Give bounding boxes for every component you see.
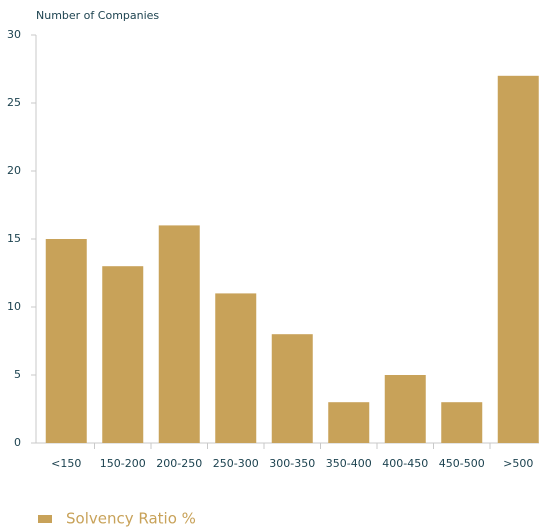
x-tick-label: >500 [503,457,533,470]
y-axis-title: Number of Companies [36,9,159,22]
y-tick-label: 10 [7,300,21,313]
bar [215,293,257,443]
y-tick-label: 5 [14,368,21,381]
x-tick-label: 250-300 [213,457,259,470]
x-tick-label: 450-500 [439,457,485,470]
bar [45,239,87,443]
bar [271,334,313,443]
x-tick-label: 300-350 [269,457,315,470]
y-tick-label: 15 [7,232,21,245]
y-tick-label: 20 [7,164,21,177]
y-tick-label: 25 [7,96,21,109]
bar [441,402,483,443]
y-tick-label: 30 [7,28,21,41]
x-tick-label: <150 [51,457,81,470]
bar [384,375,426,443]
x-tick-label: 400-450 [382,457,428,470]
bar [102,266,144,443]
bar [158,225,200,443]
y-tick-label: 0 [14,436,21,449]
x-tick-label: 150-200 [100,457,146,470]
x-tick-label: 350-400 [326,457,372,470]
legend-label: Solvency Ratio % [66,510,196,528]
legend-swatch [38,515,52,523]
bar [497,75,539,444]
x-tick-label: 200-250 [156,457,202,470]
bar [328,402,370,443]
